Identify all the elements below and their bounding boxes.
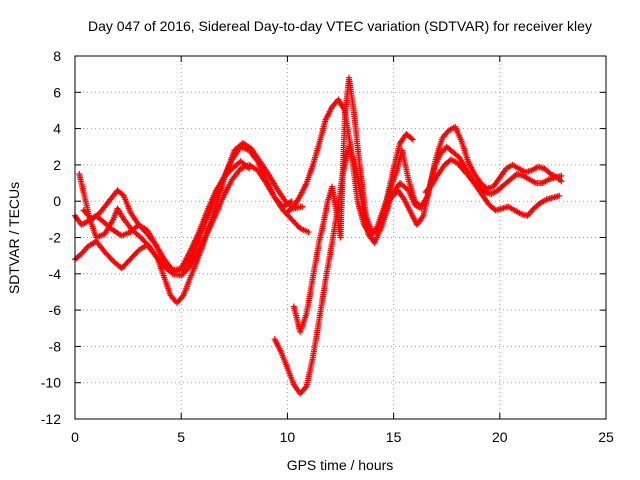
x-tick-label: 0 <box>71 429 79 445</box>
x-tick-label: 20 <box>492 429 508 445</box>
data-point <box>556 192 563 199</box>
axis-ticks: 0 5 10 15 20 25 -12 -10 -8 -6 -4 -2 0 2 4 6 8 <box>41 48 614 445</box>
data-points <box>72 74 565 397</box>
data-point <box>409 136 416 143</box>
y-tick-label: -10 <box>41 375 61 391</box>
series-track-9 <box>422 156 563 219</box>
y-tick-label: -8 <box>49 338 62 354</box>
data-point <box>558 178 565 185</box>
y-axis-label: SDTVAR / TECUs <box>6 182 22 294</box>
data-point <box>246 165 253 172</box>
y-tick-label: -2 <box>49 230 62 246</box>
series-track-3 <box>76 140 306 306</box>
y-tick-label: 4 <box>53 121 61 137</box>
data-point <box>299 203 306 210</box>
series-track-5 <box>271 143 425 397</box>
series-track-1 <box>72 161 312 279</box>
data-point <box>558 172 565 179</box>
y-tick-label: 2 <box>53 157 61 173</box>
x-tick-label: 10 <box>280 429 296 445</box>
y-tick-label: 6 <box>53 84 61 100</box>
y-tick-label: 0 <box>53 193 61 209</box>
y-tick-label: -4 <box>49 266 62 282</box>
x-tick-label: 25 <box>598 429 614 445</box>
y-tick-label: -12 <box>41 411 61 427</box>
data-point <box>288 198 295 205</box>
series-track-7 <box>284 96 565 237</box>
x-tick-label: 15 <box>386 429 402 445</box>
series-track-6 <box>290 74 416 335</box>
plot-frame <box>74 55 607 420</box>
series-track-4 <box>80 158 253 274</box>
data-point <box>305 229 312 236</box>
data-point <box>408 135 415 142</box>
series-track-8 <box>382 123 565 228</box>
y-tick-label: 8 <box>53 48 61 64</box>
x-axis-label: GPS time / hours <box>287 457 394 473</box>
x-tick-label: 5 <box>177 429 185 445</box>
y-tick-label: -6 <box>49 302 62 318</box>
chart-title: Day 047 of 2016, Sidereal Day-to-day VTE… <box>88 18 592 34</box>
